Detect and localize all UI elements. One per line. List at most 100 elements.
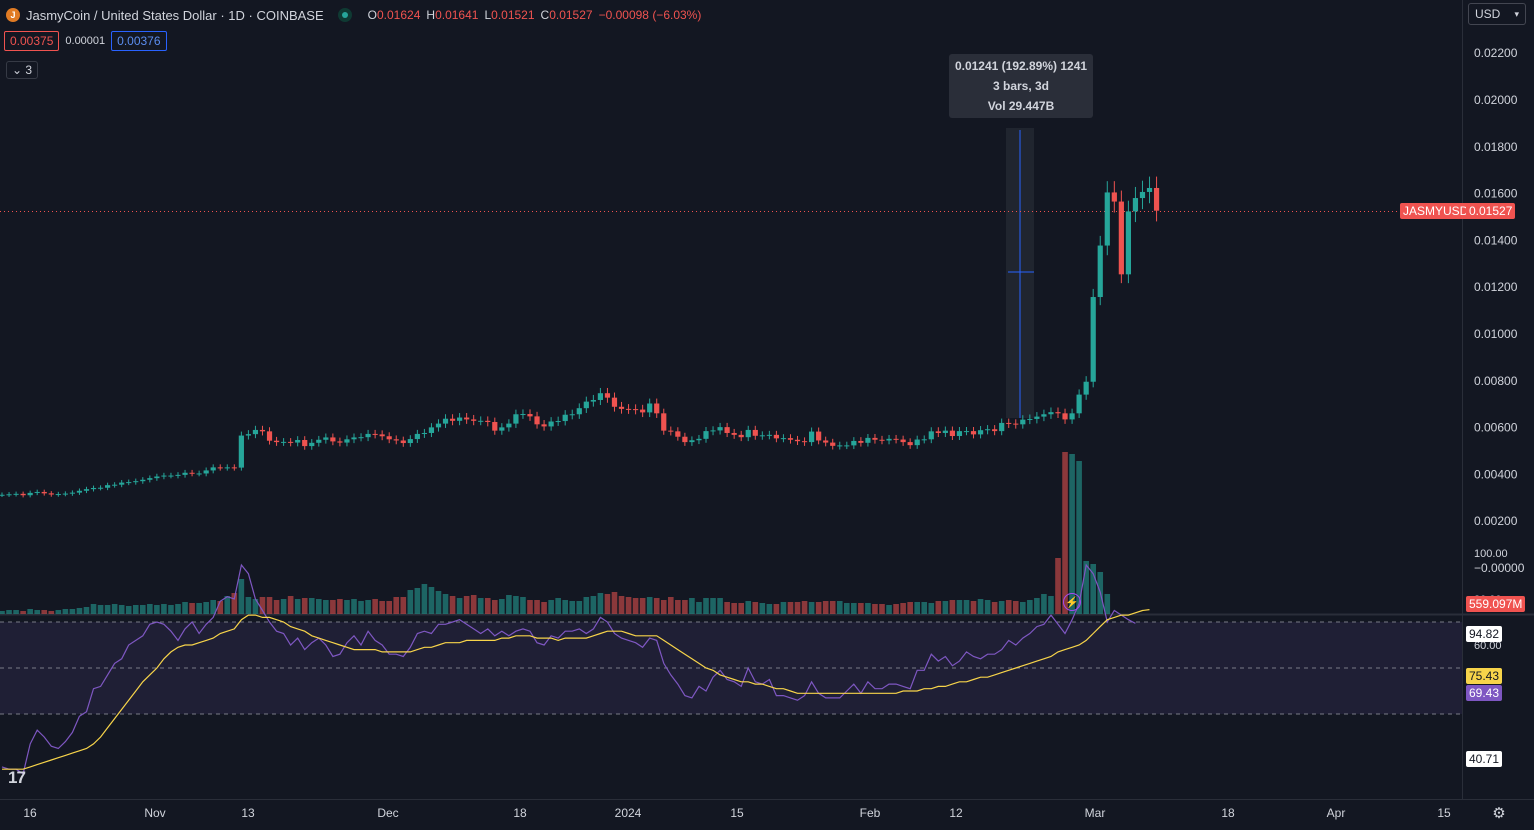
volume-bar [893,604,899,614]
time-tick-label: Mar [1085,806,1106,820]
ohlc-change: −0.00098 (−6.03%) [598,8,702,22]
volume-bar [182,602,188,614]
candle-body [1027,418,1033,420]
volume-bar [13,610,19,614]
volume-bar [301,598,308,614]
candle-body [210,467,216,471]
volume-bar [668,597,674,614]
volume-label: 559.097M [1466,596,1526,612]
volume-bar [646,597,653,614]
candle-body [604,393,611,398]
volume-bar [956,600,963,614]
time-tick-label: 2024 [615,806,642,820]
volume-bar [140,605,146,614]
rsi-ma-line [2,609,1150,770]
volume-bar [773,604,780,614]
candle-body [773,434,779,439]
chevron-down-icon: ⌄ [12,63,23,77]
volume-bar [991,602,998,614]
candle-body [759,435,765,437]
candle-body [386,436,392,440]
volume-bar [111,604,118,614]
gear-icon[interactable]: ⚙ [1492,805,1506,822]
indicators-toggle-button[interactable]: ⌄ 3 [6,61,39,79]
candle-body [435,423,442,428]
candle-body [1132,198,1139,212]
volume-bar [90,604,97,614]
price-tick-label: 0.01800 [1474,140,1518,154]
volume-bar [703,598,709,614]
price-tick-label: −0.00000 [1474,561,1525,575]
volume-bar [1090,564,1096,614]
candle-body [238,435,244,468]
candle-body [668,430,674,432]
volume-bar [210,600,216,614]
volume-bar [977,599,984,614]
candle-body [259,429,266,432]
symbol-title[interactable]: JasmyCoin / United States Dollar · 1D · … [26,7,324,23]
volume-bar [527,600,533,614]
volume-bar [125,606,132,614]
candle-body [133,481,139,483]
volume-bar [963,600,970,614]
candle-body [809,431,815,443]
candle-body [273,440,280,443]
candle-body [161,475,167,477]
volume-bar [259,597,266,614]
volume-bar [576,601,583,614]
candle-body [288,441,294,443]
volume-bar [20,611,26,614]
buy-button[interactable]: 0.00376 [111,31,167,51]
jasmycoin-icon: J [6,8,20,22]
volume-bar [330,600,336,614]
volume-bar [372,599,378,614]
volume-bar [1069,454,1075,614]
price-tick-label: 0.01400 [1474,233,1518,247]
volume-bar [456,598,463,614]
ohlc-close: C0.01527 [540,8,593,22]
volume-bar [168,605,174,614]
candle-body [90,487,97,490]
candle-body [816,431,822,441]
volume-bar [393,597,400,614]
candle-body [1090,297,1096,382]
market-status-icon[interactable] [337,8,352,22]
volume-bar [879,604,885,614]
volume-bar [794,602,801,614]
candle-body [379,434,385,437]
candle-body [1125,211,1131,275]
candle-body [34,491,40,493]
volume-bar [365,600,371,614]
candle-body [689,440,695,443]
candle-body [801,441,808,443]
candle-body [830,442,836,446]
candle-body [337,441,343,443]
chevron-down-icon: ▾ [1514,8,1519,19]
ohlc-low: L0.01521 [484,8,535,22]
currency-label: USD [1475,7,1501,21]
candle-body [414,433,420,440]
lightning-icon[interactable]: ⚡ [1063,593,1081,611]
candle-body [41,491,47,494]
candle-body [1041,414,1047,417]
candle-body [597,393,603,400]
candle-body [492,421,498,431]
volume-bar [984,600,991,614]
candle-body [682,436,688,443]
rsi-max-label: 94.82 [1466,626,1503,642]
candle-body [182,472,188,475]
currency-select[interactable]: USD ▾ [1468,3,1526,25]
tradingview-logo[interactable]: 17 [8,768,26,787]
volume-bar [822,601,829,614]
sell-button[interactable]: 0.00375 [4,31,60,51]
volume-bar [689,598,695,614]
rsi-tick-label: 100.00 [1474,548,1508,560]
volume-bar [34,610,40,614]
candle-body [330,437,336,442]
candle-body [97,487,104,489]
time-tick-label: 12 [949,806,963,820]
volume-bar [520,597,526,614]
candle-body [309,442,315,447]
candle-body [372,433,378,435]
